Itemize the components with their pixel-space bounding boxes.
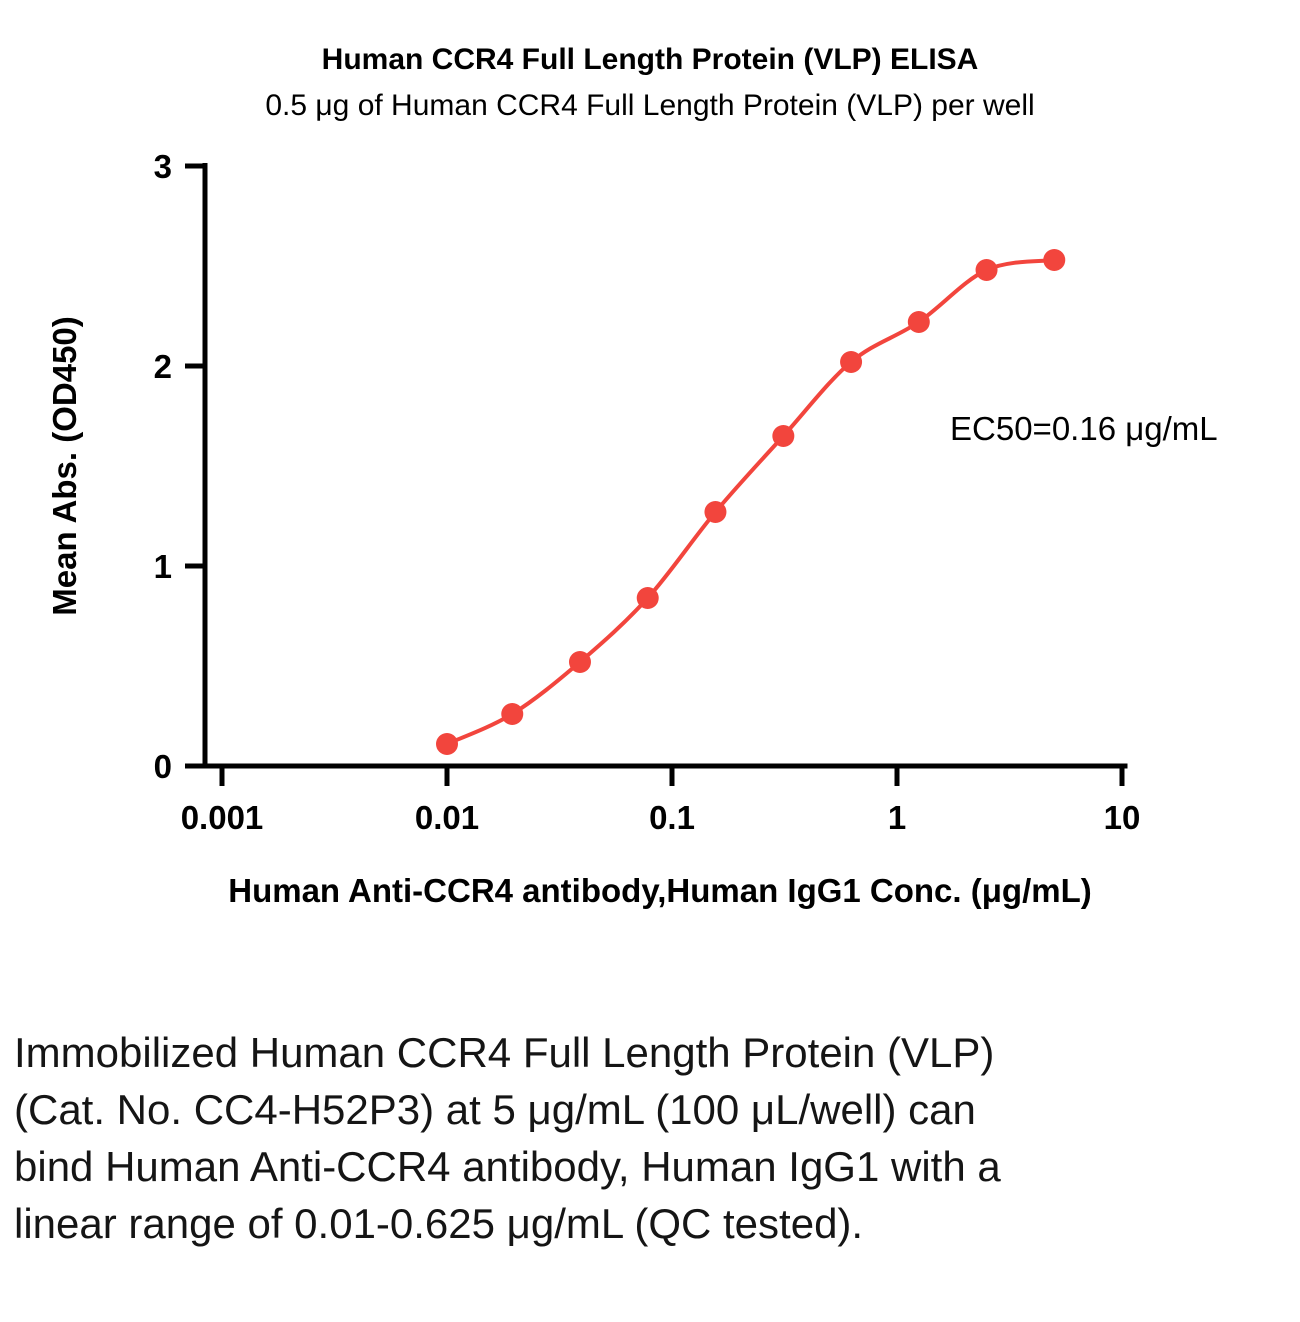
- y-axis-label: Mean Abs. (OD450): [46, 316, 83, 616]
- y-tick-label: 0: [154, 748, 172, 785]
- ec50-annotation: EC50=0.16 μg/mL: [950, 410, 1218, 447]
- x-tick-label: 1: [888, 799, 906, 836]
- data-point: [436, 733, 458, 755]
- data-point: [568, 651, 591, 673]
- y-tick-label: 3: [154, 148, 172, 185]
- data-point: [501, 703, 524, 725]
- figure-caption: Immobilized Human CCR4 Full Length Prote…: [14, 1029, 1001, 1247]
- chart-title: Human CCR4 Full Length Protein (VLP) ELI…: [321, 43, 979, 76]
- data-point: [704, 501, 727, 523]
- fit-curve: [445, 258, 1057, 746]
- y-tick-label: 2: [154, 348, 172, 385]
- data-point: [840, 351, 863, 373]
- chart-subtitle: 0.5 μg of Human CCR4 Full Length Protein…: [265, 89, 1035, 122]
- x-tick-label: 0.1: [649, 799, 695, 836]
- x-tick-label: 10: [1104, 799, 1141, 836]
- data-point: [907, 311, 930, 333]
- x-tick-label: 0.001: [181, 799, 264, 836]
- x-tick-label: 0.01: [415, 799, 479, 836]
- chart-header: Human CCR4 Full Length Protein (VLP) ELI…: [0, 0, 1300, 124]
- x-axis-label: Human Anti-CCR4 antibody,Human IgG1 Conc…: [228, 872, 1092, 909]
- chart-area: 0 1 2 3 0.001 0.01 0.1 1 10 Human Anti-CCR4 antib…: [0, 128, 1300, 928]
- data-point: [1043, 249, 1066, 271]
- y-tick-label: 1: [154, 548, 172, 585]
- data-point: [975, 259, 998, 281]
- data-point: [772, 425, 795, 447]
- data-point: [636, 587, 659, 609]
- elisa-chart: 0 1 2 3 0.001 0.01 0.1 1 10 Human Anti-CCR4 antib…: [46, 148, 1218, 909]
